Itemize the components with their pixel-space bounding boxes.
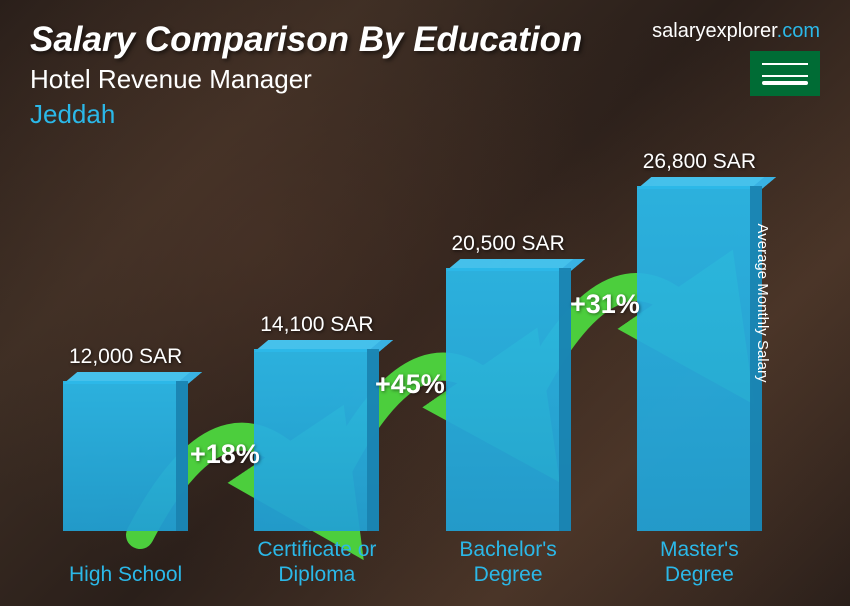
bar-category-label: Bachelor'sDegree (459, 537, 556, 587)
header-left: Salary Comparison By Education Hotel Rev… (30, 20, 582, 130)
country-flag-icon (750, 51, 820, 96)
bar-front-face (446, 268, 571, 531)
bar-category-label: High School (69, 562, 182, 587)
bar-column: 12,000 SARHigh School (41, 381, 209, 531)
bar-value-label: 20,500 SAR (451, 232, 564, 256)
percent-increase-label: +18% (190, 439, 260, 470)
bar: 26,800 SAR (637, 186, 762, 531)
bar-value-label: 14,100 SAR (260, 313, 373, 337)
bar-category-label: Certificate orDiploma (257, 537, 376, 587)
job-title: Hotel Revenue Manager (30, 64, 582, 95)
bar-value-label: 12,000 SAR (69, 345, 182, 369)
chart-area: 12,000 SARHigh School14,100 SARCertifica… (30, 130, 795, 586)
location: Jeddah (30, 99, 582, 130)
header-right: salaryexplorer.com (652, 20, 820, 101)
header-row: Salary Comparison By Education Hotel Rev… (30, 20, 820, 130)
bar: 20,500 SAR (446, 268, 571, 531)
y-axis-label: Average Monthly Salary (754, 224, 771, 383)
bar-value-label: 26,800 SAR (643, 150, 756, 174)
brand-tld: .com (777, 20, 820, 42)
percent-increase-label: +45% (375, 369, 445, 400)
bar-front-face (63, 381, 188, 531)
bar-column: 20,500 SARBachelor'sDegree (424, 268, 592, 531)
bar-front-face (637, 186, 762, 531)
percent-increase-label: +31% (570, 289, 640, 320)
page-title: Salary Comparison By Education (30, 20, 582, 60)
bars-row: 12,000 SARHigh School14,100 SARCertifica… (30, 130, 795, 531)
brand-name: salaryexplorer (652, 20, 777, 42)
bar-category-label: Master'sDegree (660, 537, 739, 587)
bar: 14,100 SAR (254, 349, 379, 531)
chart-container: Salary Comparison By Education Hotel Rev… (0, 0, 850, 606)
bar: 12,000 SAR (63, 381, 188, 531)
brand-logo: salaryexplorer.com (652, 20, 820, 43)
bar-front-face (254, 349, 379, 531)
